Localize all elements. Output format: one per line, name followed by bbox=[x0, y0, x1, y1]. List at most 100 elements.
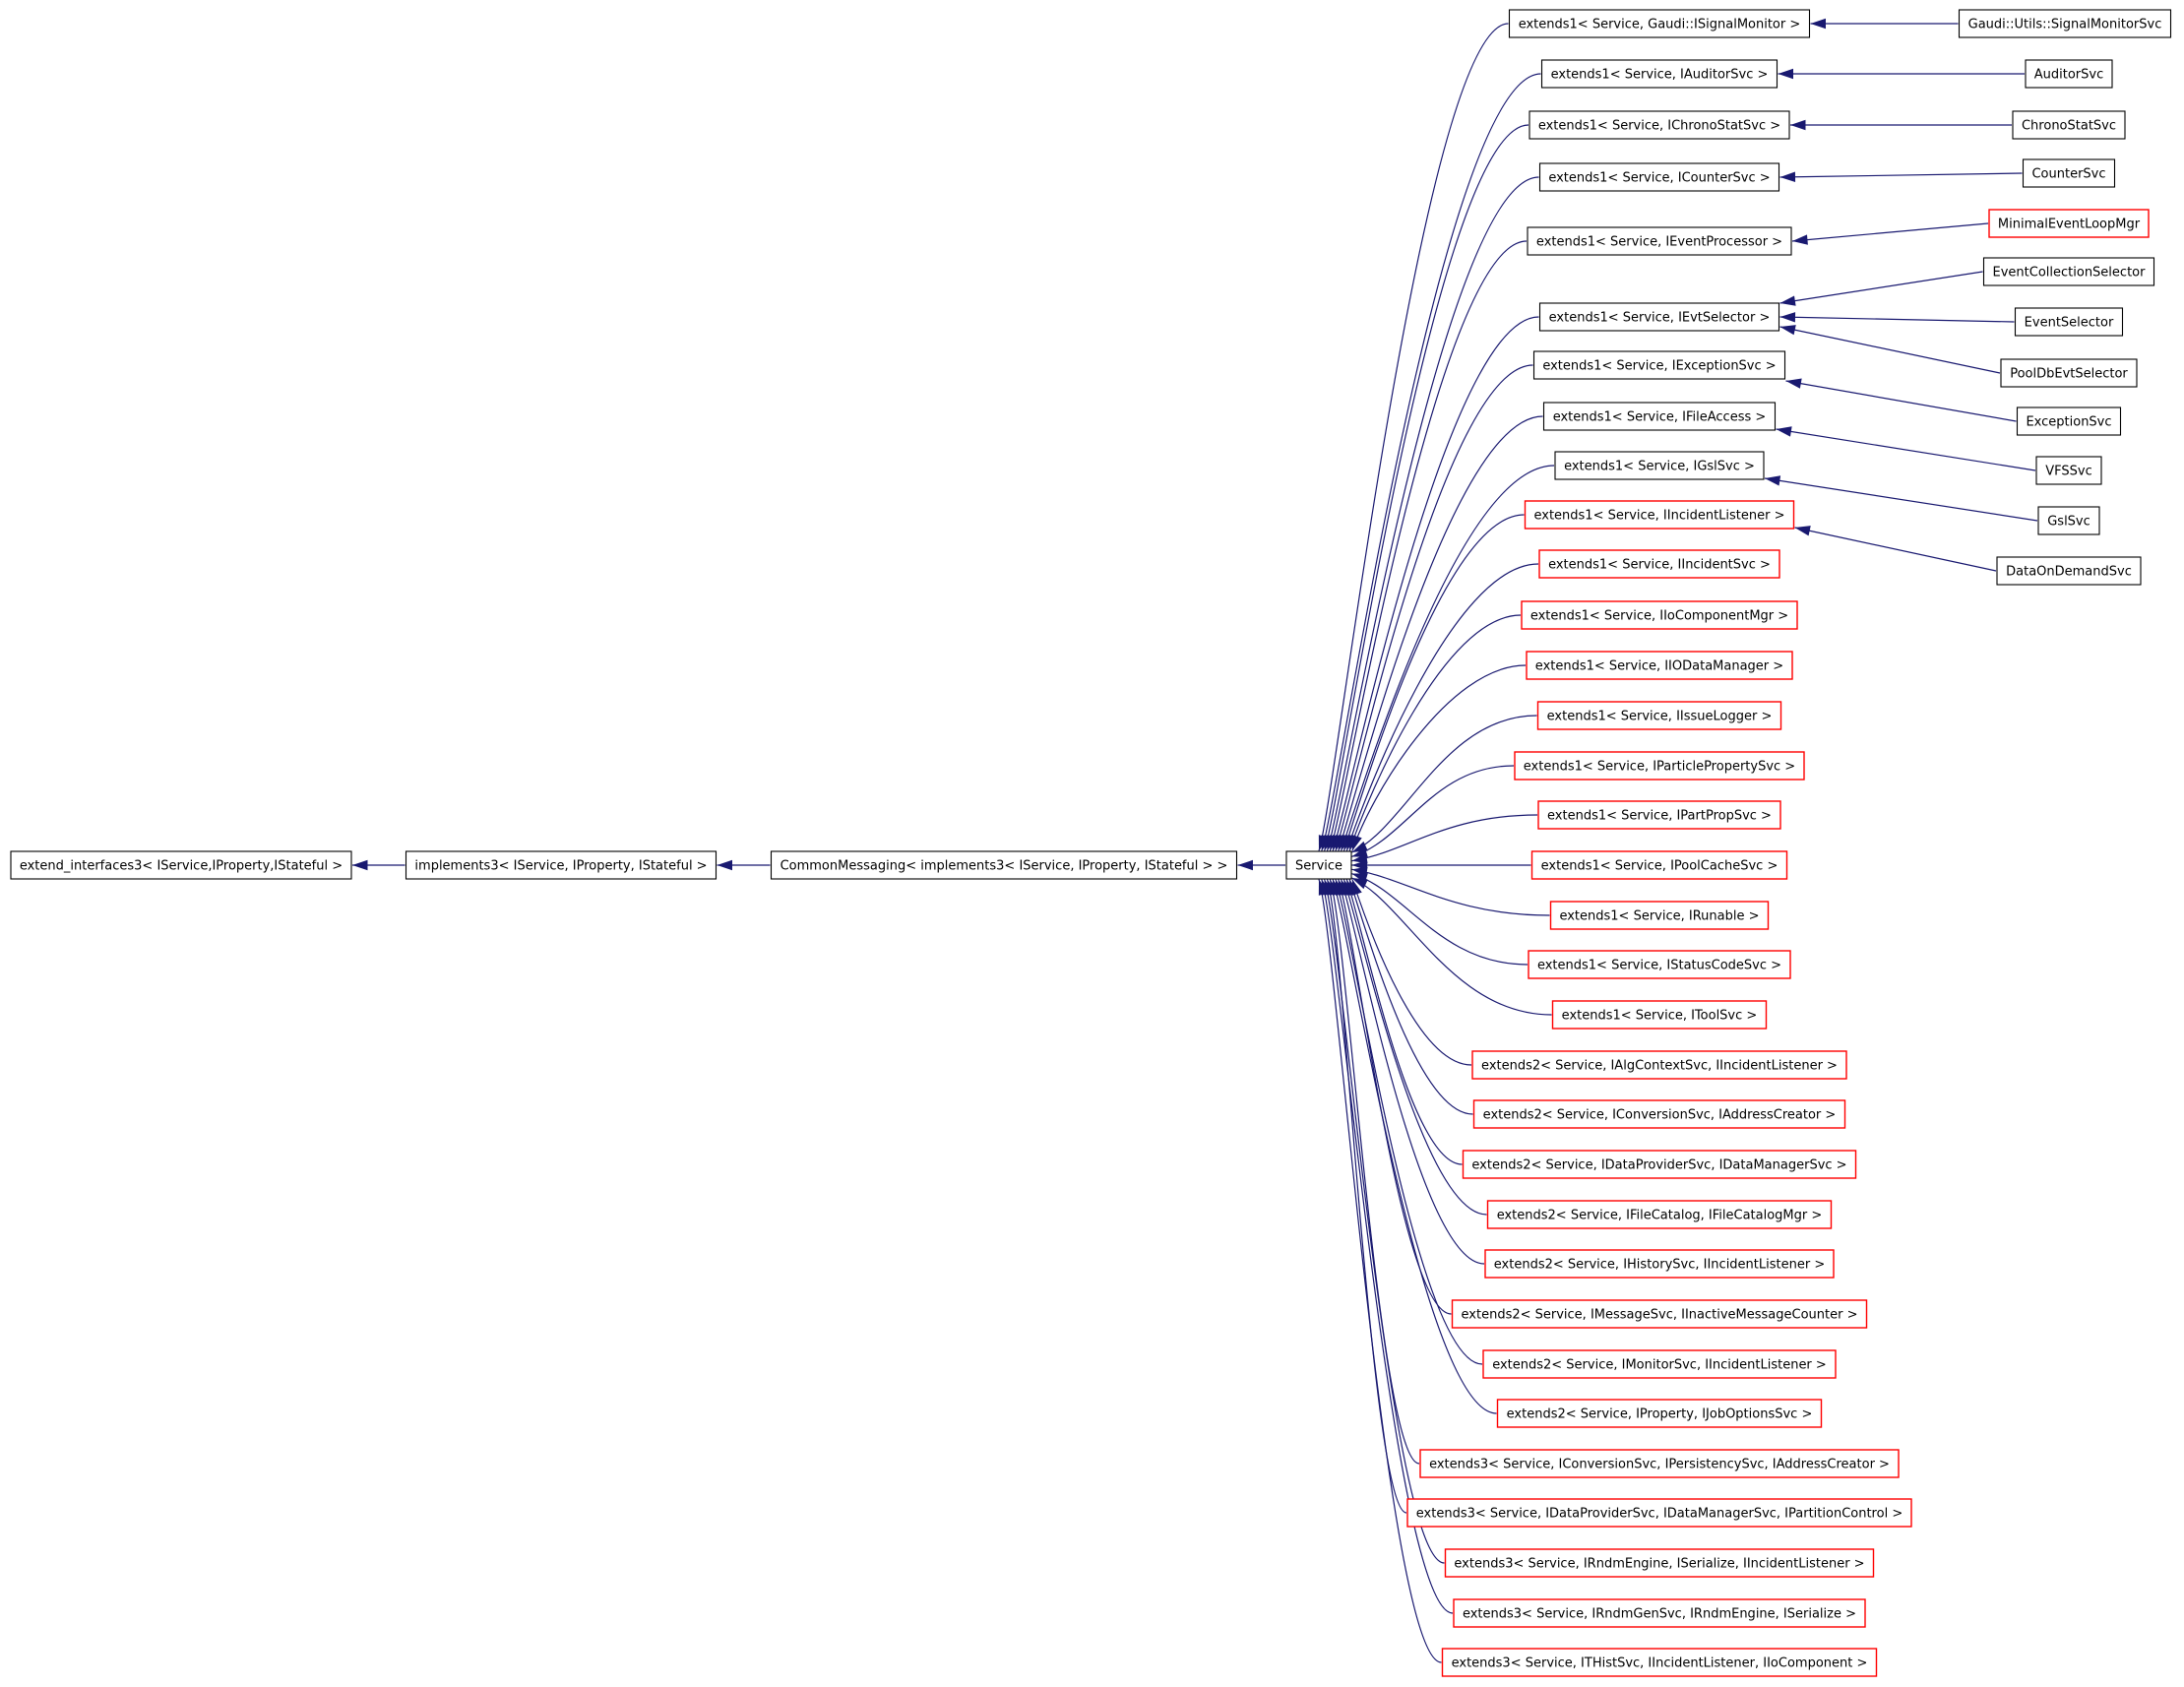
class-node-m22[interactable]: extends2< Service, IConversionSvc, IAddr… bbox=[1472, 1099, 1846, 1129]
class-node-m28[interactable]: extends2< Service, IProperty, IJobOption… bbox=[1496, 1399, 1823, 1428]
inheritance-edge-m27-to-service bbox=[1335, 879, 1483, 1365]
class-node-m05[interactable]: extends1< Service, IEventProcessor > bbox=[1527, 226, 1792, 256]
inheritance-edge-m24-to-service bbox=[1342, 879, 1487, 1216]
class-node-m30[interactable]: extends3< Service, IDataProviderSvc, IDa… bbox=[1406, 1498, 1912, 1528]
class-node-m16[interactable]: extends1< Service, IPartPropSvc > bbox=[1537, 800, 1781, 830]
class-node-label: extend_interfaces3< IService,IProperty,I… bbox=[20, 859, 343, 874]
inheritance-edge-m06-to-service bbox=[1332, 316, 1539, 851]
class-node-m31[interactable]: extends3< Service, IRndmEngine, ISeriali… bbox=[1444, 1548, 1875, 1578]
class-node-label: extends3< Service, IRndmGenSvc, IRndmEng… bbox=[1463, 1607, 1856, 1622]
class-node-label: extends1< Service, IEventProcessor > bbox=[1536, 235, 1782, 250]
class-node-m18[interactable]: extends1< Service, IRunable > bbox=[1549, 901, 1770, 930]
class-node-r01[interactable]: Gaudi::Utils::SignalMonitorSvc bbox=[1958, 9, 2172, 38]
class-node-m20[interactable]: extends1< Service, IToolSvc > bbox=[1551, 1000, 1768, 1030]
class-node-m12[interactable]: extends1< Service, IIoComponentMgr > bbox=[1521, 600, 1798, 630]
inheritance-edge-m07-to-service bbox=[1335, 364, 1533, 851]
inheritance-edge-r11-to-m09 bbox=[1764, 475, 2038, 522]
inheritance-edge-r10-to-m08 bbox=[1776, 426, 2036, 471]
class-node-m17[interactable]: extends1< Service, IPoolCacheSvc > bbox=[1530, 850, 1788, 880]
class-node-box-m33 bbox=[1441, 1648, 1878, 1677]
class-node-m10[interactable]: extends1< Service, IIncidentListener > bbox=[1524, 500, 1795, 530]
inheritance-edge-m21-to-service bbox=[1351, 879, 1472, 1066]
class-node-label: extends1< Service, Gaudi::ISignalMonitor… bbox=[1519, 18, 1801, 32]
class-node-m07[interactable]: extends1< Service, IExceptionSvc > bbox=[1532, 350, 1786, 380]
class-node-label: extends1< Service, IFileAccess > bbox=[1553, 410, 1767, 425]
inheritance-edge-m10-to-service bbox=[1342, 514, 1525, 851]
class-node-box-m15 bbox=[1514, 751, 1805, 781]
inheritance-edge-m04-to-service bbox=[1326, 176, 1539, 851]
class-node-r08[interactable]: PoolDbEvtSelector bbox=[2000, 358, 2138, 388]
class-node-box-m27 bbox=[1482, 1349, 1837, 1379]
inheritance-edge-m25-to-service bbox=[1341, 879, 1485, 1265]
class-node-m03[interactable]: extends1< Service, IChronoStatSvc > bbox=[1529, 110, 1790, 140]
class-node-label: extends1< Service, IStatusCodeSvc > bbox=[1537, 959, 1781, 973]
class-node-m02[interactable]: extends1< Service, IAuditorSvc > bbox=[1540, 59, 1778, 89]
class-node-r10[interactable]: VFSSvc bbox=[2035, 456, 2102, 485]
class-node-implements3[interactable]: implements3< IService, IProperty, IState… bbox=[405, 850, 718, 880]
class-node-r11[interactable]: GslSvc bbox=[2037, 506, 2100, 535]
inheritance-edge-r08-to-m06 bbox=[1779, 325, 2001, 374]
class-node-m25[interactable]: extends2< Service, IHistorySvc, IInciden… bbox=[1484, 1249, 1835, 1279]
class-node-m04[interactable]: extends1< Service, ICounterSvc > bbox=[1538, 162, 1780, 192]
class-node-r05[interactable]: MinimalEventLoopMgr bbox=[1988, 209, 2150, 238]
class-node-m11[interactable]: extends1< Service, IIncidentSvc > bbox=[1538, 549, 1780, 579]
class-node-box-m05 bbox=[1527, 226, 1792, 256]
class-node-m29[interactable]: extends3< Service, IConversionSvc, IPers… bbox=[1419, 1449, 1900, 1478]
class-node-r02[interactable]: AuditorSvc bbox=[2025, 59, 2113, 89]
class-node-box-r10 bbox=[2035, 456, 2102, 485]
class-node-extend_interfaces3[interactable]: extend_interfaces3< IService,IProperty,I… bbox=[10, 850, 352, 880]
class-node-m01[interactable]: extends1< Service, Gaudi::ISignalMonitor… bbox=[1508, 9, 1811, 38]
class-node-m06[interactable]: extends1< Service, IEvtSelector > bbox=[1538, 302, 1780, 332]
class-node-label: CommonMessaging< implements3< IService, … bbox=[780, 859, 1228, 874]
inheritance-edge-m03-to-service bbox=[1324, 124, 1529, 851]
class-node-m15[interactable]: extends1< Service, IParticlePropertySvc … bbox=[1514, 751, 1805, 781]
class-node-label: extends1< Service, IAuditorSvc > bbox=[1551, 68, 1769, 83]
class-node-m33[interactable]: extends3< Service, ITHistSvc, IIncidentL… bbox=[1441, 1648, 1878, 1677]
class-node-m24[interactable]: extends2< Service, IFileCatalog, IFileCa… bbox=[1486, 1200, 1833, 1229]
edge-layer bbox=[352, 18, 2038, 1663]
class-node-r06[interactable]: EventCollectionSelector bbox=[1982, 257, 2155, 286]
class-node-box-m12 bbox=[1521, 600, 1798, 630]
class-node-m09[interactable]: extends1< Service, IGslSvc > bbox=[1554, 451, 1765, 480]
class-node-label: extends1< Service, IPartPropSvc > bbox=[1547, 809, 1772, 824]
class-node-box-m14 bbox=[1536, 701, 1782, 730]
inheritance-edge-m31-to-service bbox=[1324, 879, 1445, 1564]
class-node-m23[interactable]: extends2< Service, IDataProviderSvc, IDa… bbox=[1462, 1150, 1857, 1179]
class-node-label: extends1< Service, IPoolCacheSvc > bbox=[1541, 859, 1778, 874]
inheritance-edge-r06-to-m06 bbox=[1779, 271, 1983, 306]
class-node-label: EventCollectionSelector bbox=[1993, 266, 2147, 281]
class-node-m19[interactable]: extends1< Service, IStatusCodeSvc > bbox=[1528, 950, 1791, 979]
inheritance-edge-m12-to-service bbox=[1348, 614, 1522, 851]
class-node-box-r03 bbox=[2012, 110, 2126, 140]
class-node-r07[interactable]: EventSelector bbox=[2014, 307, 2124, 337]
class-node-m32[interactable]: extends3< Service, IRndmGenSvc, IRndmEng… bbox=[1453, 1598, 1866, 1628]
class-node-box-m22 bbox=[1472, 1099, 1846, 1129]
class-node-label: extends2< Service, IAlgContextSvc, IInci… bbox=[1481, 1059, 1838, 1074]
class-node-m13[interactable]: extends1< Service, IIODataManager > bbox=[1526, 651, 1793, 680]
class-node-box-m25 bbox=[1484, 1249, 1835, 1279]
class-node-box-r05 bbox=[1988, 209, 2150, 238]
class-node-m21[interactable]: extends2< Service, IAlgContextSvc, IInci… bbox=[1471, 1050, 1847, 1080]
class-node-r12[interactable]: DataOnDemandSvc bbox=[1996, 556, 2142, 586]
class-node-service[interactable]: Service bbox=[1285, 850, 1352, 880]
class-node-label: extends1< Service, IIODataManager > bbox=[1535, 659, 1783, 674]
inheritance-edge-m33-to-service bbox=[1318, 879, 1442, 1663]
class-node-common_messaging[interactable]: CommonMessaging< implements3< IService, … bbox=[770, 850, 1238, 880]
class-node-label: DataOnDemandSvc bbox=[2006, 565, 2132, 580]
class-node-m14[interactable]: extends1< Service, IIssueLogger > bbox=[1536, 701, 1782, 730]
inheritance-edge-m09-to-service bbox=[1341, 465, 1555, 851]
class-node-r09[interactable]: ExceptionSvc bbox=[2016, 406, 2122, 436]
class-node-m26[interactable]: extends2< Service, IMessageSvc, IInactiv… bbox=[1451, 1299, 1868, 1329]
inheritance-edge-m22-to-service bbox=[1348, 879, 1473, 1115]
class-node-label: PoolDbEvtSelector bbox=[2010, 367, 2128, 382]
class-node-box-m23 bbox=[1462, 1150, 1857, 1179]
class-node-box-m08 bbox=[1542, 402, 1777, 431]
class-node-r04[interactable]: CounterSvc bbox=[2022, 158, 2116, 188]
class-node-box-m20 bbox=[1551, 1000, 1768, 1030]
class-node-label: ChronoStatSvc bbox=[2022, 119, 2116, 134]
class-node-m08[interactable]: extends1< Service, IFileAccess > bbox=[1542, 402, 1777, 431]
class-node-r03[interactable]: ChronoStatSvc bbox=[2012, 110, 2126, 140]
class-node-m27[interactable]: extends2< Service, IMonitorSvc, IInciden… bbox=[1482, 1349, 1837, 1379]
